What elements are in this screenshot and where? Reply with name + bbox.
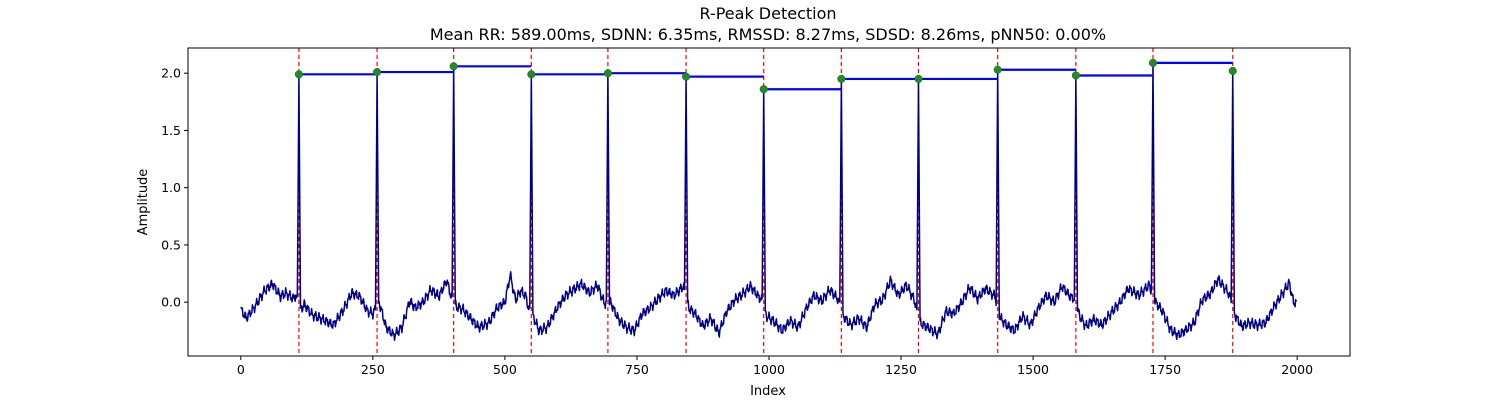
y-axis: 0.0 0.5 1.0 1.5 2.0 — [161, 66, 188, 310]
r-peak-marker — [759, 85, 768, 94]
x-axis: 0 250 500 750 1000 1250 1500 1750 2000 — [237, 356, 1313, 377]
y-tick-label: 1.5 — [161, 123, 181, 138]
y-axis-label: Amplitude — [136, 169, 151, 236]
r-peak-marker — [1071, 71, 1080, 80]
y-tick-label: 1.0 — [161, 180, 181, 195]
r-peak-marker — [449, 62, 458, 71]
x-tick-label: 1750 — [1149, 362, 1181, 377]
x-tick-label: 500 — [493, 362, 517, 377]
y-tick-label: 0.5 — [161, 237, 181, 252]
x-axis-label: Index — [750, 384, 786, 399]
r-peak-marker — [603, 69, 612, 78]
x-tick-label: 250 — [361, 362, 385, 377]
chart-subtitle: Mean RR: 589.00ms, SDNN: 6.35ms, RMSSD: … — [430, 25, 1106, 44]
r-peak-marker — [682, 72, 691, 81]
plot-area — [240, 48, 1298, 356]
y-tick-label: 0.0 — [161, 295, 181, 310]
x-tick-label: 2000 — [1281, 362, 1313, 377]
y-tick-label: 2.0 — [161, 66, 181, 81]
ecg-signal-line — [240, 62, 1298, 341]
r-peak-marker — [837, 74, 846, 83]
chart-title: R-Peak Detection — [699, 4, 836, 23]
x-tick-label: 1250 — [885, 362, 917, 377]
r-peak-marker — [1228, 66, 1237, 75]
r-peak-marker — [373, 67, 382, 77]
x-tick-label: 0 — [237, 362, 245, 377]
r-peak-marker — [294, 70, 303, 79]
r-peak-marker — [993, 65, 1002, 74]
x-tick-label: 750 — [625, 362, 649, 377]
x-tick-label: 1000 — [753, 362, 785, 377]
r-peak-marker — [914, 74, 923, 83]
x-tick-label: 1500 — [1017, 362, 1049, 377]
r-peak-marker — [527, 70, 536, 79]
plot-frame — [187, 47, 1351, 357]
r-peak-marker — [1148, 58, 1158, 67]
